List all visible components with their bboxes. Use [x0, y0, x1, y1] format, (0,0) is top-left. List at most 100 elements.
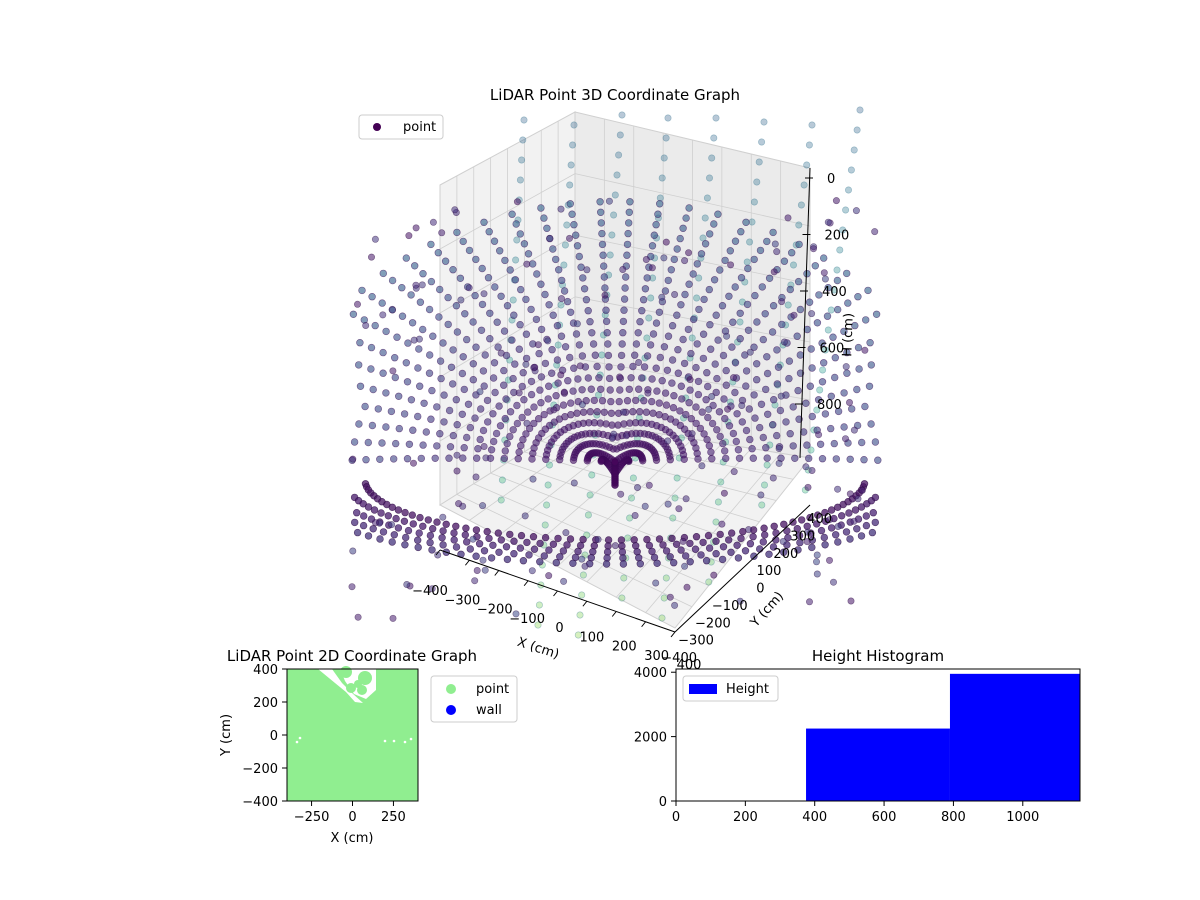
scatter-point	[769, 396, 778, 404]
scatter-point-stray	[705, 405, 713, 413]
scatter-point	[719, 351, 728, 360]
scatter-point	[821, 508, 829, 517]
legend-histogram-label: Height	[726, 682, 769, 697]
scatter-point	[355, 361, 363, 369]
scatter-point	[845, 509, 853, 517]
scatter-point	[860, 480, 869, 488]
scatter-point	[552, 558, 560, 567]
scatter-point-stray	[682, 495, 690, 503]
scatter-point	[762, 444, 770, 452]
scatter-point	[776, 406, 785, 415]
scatter-point	[731, 237, 740, 245]
scatter-point-stray	[349, 547, 357, 555]
scatter-point	[464, 400, 473, 408]
scatter-point	[710, 220, 718, 228]
x-tick-label-2d: 0	[348, 810, 356, 825]
scatter-point	[855, 365, 863, 373]
scatter-point	[516, 321, 524, 329]
scatter-point-far	[544, 481, 552, 489]
scatter-point-stray	[854, 495, 862, 503]
scatter-point	[604, 340, 612, 348]
scatter-point	[807, 345, 815, 353]
scatter-point-stray	[666, 593, 674, 601]
scatter-point	[737, 274, 746, 282]
y-axis-label-3d: Y (cm)	[747, 589, 787, 631]
scatter-point	[857, 438, 866, 447]
uncovered-point	[298, 736, 302, 740]
scatter-point	[441, 257, 450, 265]
scatter-point	[522, 295, 530, 304]
scatter-point	[420, 399, 428, 407]
scatter-point	[694, 390, 703, 399]
scatter-point	[796, 351, 804, 359]
scatter-point-far	[518, 156, 526, 164]
scatter-point	[511, 276, 520, 284]
scatter-point	[390, 531, 398, 539]
scatter-point	[537, 325, 546, 334]
x-tick-label-3d: −400	[412, 584, 448, 599]
scatter-point-far	[658, 614, 666, 622]
scatter-point	[636, 318, 644, 326]
scatter-point	[720, 395, 728, 403]
scatter-point	[752, 360, 761, 368]
scatter-point	[364, 503, 373, 511]
scatter-point-stray	[622, 432, 630, 440]
y-tick-label-3d: 100	[757, 564, 782, 579]
scatter-point	[392, 514, 400, 523]
scatter-point	[427, 415, 435, 423]
scatter-point	[673, 245, 681, 253]
scatter-point	[566, 535, 575, 543]
scatter-point	[395, 424, 403, 433]
scatter-point-stray	[472, 473, 480, 481]
grid-line	[615, 448, 752, 598]
scatter-point	[452, 522, 460, 530]
scatter-point	[495, 548, 503, 556]
scatter-point	[525, 551, 533, 559]
scatter-point	[471, 291, 479, 300]
scatter-point	[440, 391, 448, 399]
scatter-point	[703, 382, 712, 391]
scatter-point	[757, 400, 766, 408]
scatter-point-far	[695, 274, 703, 282]
scatter-point-stray	[658, 293, 666, 301]
scatter-point	[479, 367, 488, 375]
scatter-point	[584, 307, 592, 315]
scatter-point	[605, 374, 614, 383]
y-axis-label-2d: Y (cm)	[219, 714, 234, 757]
scatter-point-far	[643, 334, 651, 342]
scatter-point	[554, 266, 563, 274]
scatter-point-far	[545, 461, 553, 469]
x-axis-label-3d: X (cm)	[515, 635, 561, 663]
y-tick-label-2d: 200	[253, 696, 278, 711]
scatter-point	[686, 558, 694, 566]
scatter-point	[438, 534, 446, 542]
scatter-point	[600, 408, 608, 416]
scatter-point	[681, 552, 690, 560]
scatter-point	[768, 328, 777, 336]
scatter-point	[789, 518, 797, 526]
scatter-point	[484, 418, 492, 426]
scatter-point-far	[519, 136, 527, 144]
scatter-point	[460, 385, 468, 394]
scatter-point	[407, 396, 416, 404]
scatter-point-far	[645, 314, 653, 322]
scatter-point-far	[797, 201, 805, 209]
scatter-point	[749, 532, 757, 541]
scatter-point	[469, 318, 477, 326]
scatter-point-far	[760, 481, 768, 489]
scatter-point	[865, 382, 874, 390]
scatter-point	[466, 545, 474, 553]
scatter-point-far	[805, 141, 813, 149]
scatter-point	[625, 385, 633, 393]
scatter-point-stray	[824, 218, 832, 226]
scatter-point	[808, 412, 816, 421]
x-tick-label-2d: −250	[294, 810, 330, 825]
scatter-point-stray	[834, 522, 842, 530]
scatter-point-stray	[757, 491, 765, 499]
scatter-point	[583, 457, 591, 465]
scatter-point	[402, 533, 410, 542]
scatter-point	[516, 442, 525, 450]
scatter-point-far	[579, 571, 587, 579]
scatter-point	[500, 381, 508, 389]
scatter-point	[415, 529, 423, 537]
